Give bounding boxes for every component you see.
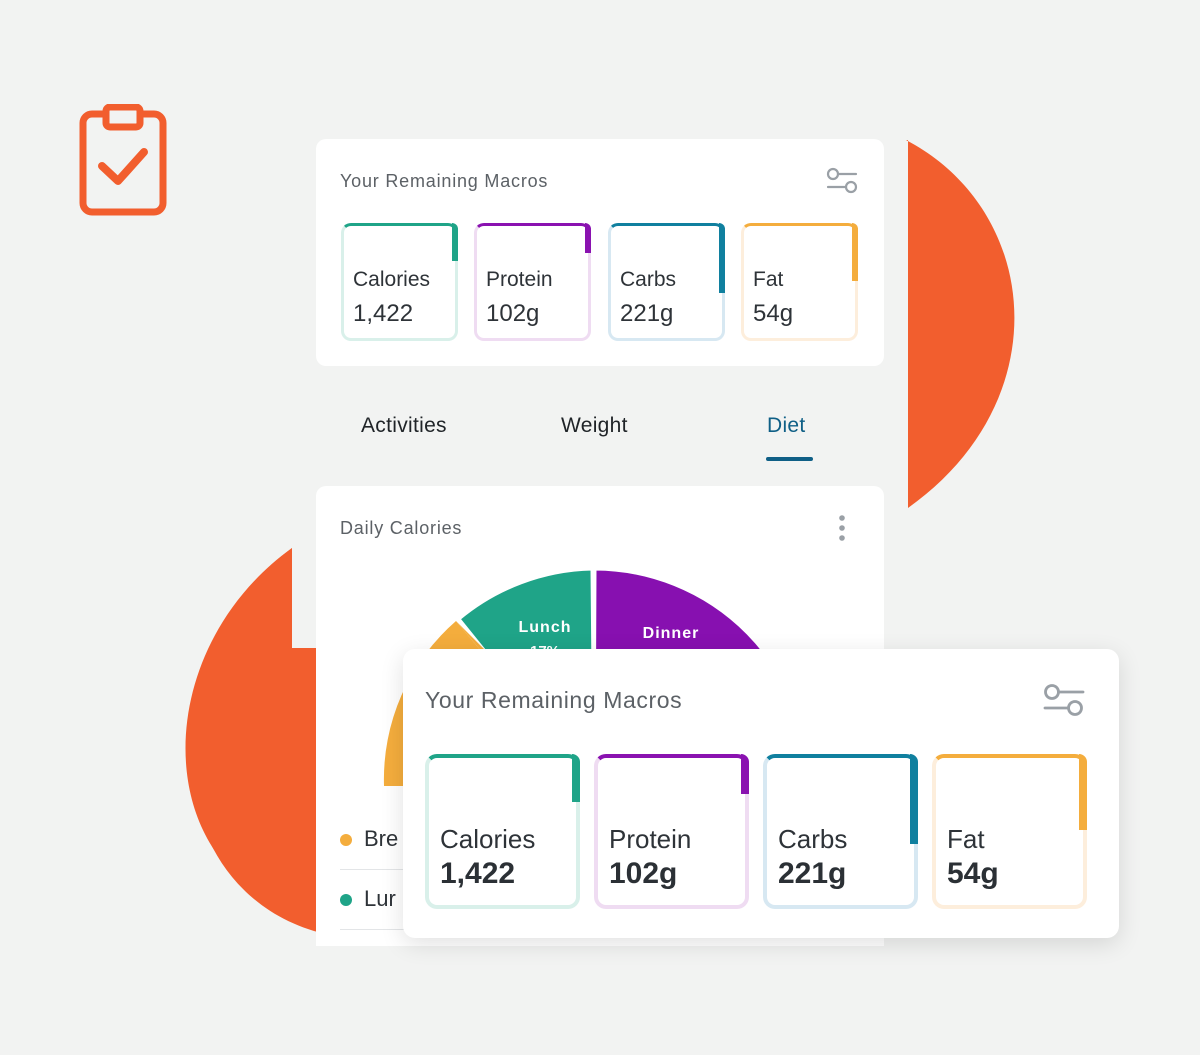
more-vertical-icon[interactable] (836, 514, 848, 542)
tile-value: 1,422 (440, 857, 516, 890)
clipboard-check-icon (79, 104, 167, 216)
carbs-tile[interactable]: Carbs 221g (763, 754, 918, 909)
carbs-tile[interactable]: Carbs 221g (608, 223, 725, 341)
calories-tile[interactable]: Calories 1,422 (425, 754, 580, 909)
tile-label: Fat (753, 268, 784, 291)
tile-value: 221g (620, 300, 674, 327)
card-title: Your Remaining Macros (340, 171, 549, 191)
pie-label-lunch: Lunch (519, 619, 572, 636)
tile-accent (1079, 754, 1087, 830)
tile-accent (585, 223, 591, 253)
fat-tile[interactable]: Fat 54g (741, 223, 858, 341)
card-title: Your Remaining Macros (425, 687, 683, 713)
tile-value: 221g (778, 857, 847, 890)
legend-dot-breakfast (340, 834, 352, 846)
legend-dot-lunch (340, 894, 352, 906)
tab-diet[interactable]: Diet (767, 414, 806, 437)
tile-value: 102g (486, 300, 540, 327)
protein-tile[interactable]: Protein 102g (474, 223, 591, 341)
tile-value: 54g (753, 300, 794, 327)
tile-label: Calories (353, 268, 431, 291)
tile-label: Carbs (620, 268, 677, 291)
legend-item-lunch: Lur (364, 886, 396, 911)
tile-value: 1,422 (353, 300, 414, 327)
remaining-macros-card-large: Your Remaining Macros Calories 1,422 Pro… (403, 649, 1119, 938)
tile-accent (852, 223, 858, 281)
tab-weight[interactable]: Weight (561, 414, 628, 437)
tile-value: 54g (947, 857, 999, 890)
tile-label: Protein (486, 268, 553, 291)
protein-tile[interactable]: Protein 102g (594, 754, 749, 909)
card-title: Daily Calories (340, 518, 463, 538)
sliders-icon[interactable] (826, 167, 858, 195)
tile-label: Protein (609, 824, 692, 854)
sliders-icon[interactable] (1043, 683, 1085, 717)
orange-arc-top (906, 140, 1015, 508)
tile-label: Carbs (778, 824, 848, 854)
tile-value: 102g (609, 857, 678, 890)
pie-label-dinner: Dinner (643, 625, 700, 642)
tile-accent (572, 754, 580, 802)
calories-tile[interactable]: Calories 1,422 (341, 223, 458, 341)
tab-activities[interactable]: Activities (361, 414, 447, 437)
tile-accent (741, 754, 749, 794)
remaining-macros-card: Your Remaining Macros Calories 1,422 Pro… (316, 139, 884, 366)
active-tab-indicator (766, 457, 813, 461)
fat-tile[interactable]: Fat 54g (932, 754, 1087, 909)
tile-accent (910, 754, 918, 844)
tile-accent (452, 223, 458, 261)
tile-label: Calories (440, 824, 536, 854)
tile-accent (719, 223, 725, 293)
tile-label: Fat (947, 824, 985, 854)
legend-item-breakfast: Bre (364, 826, 399, 851)
